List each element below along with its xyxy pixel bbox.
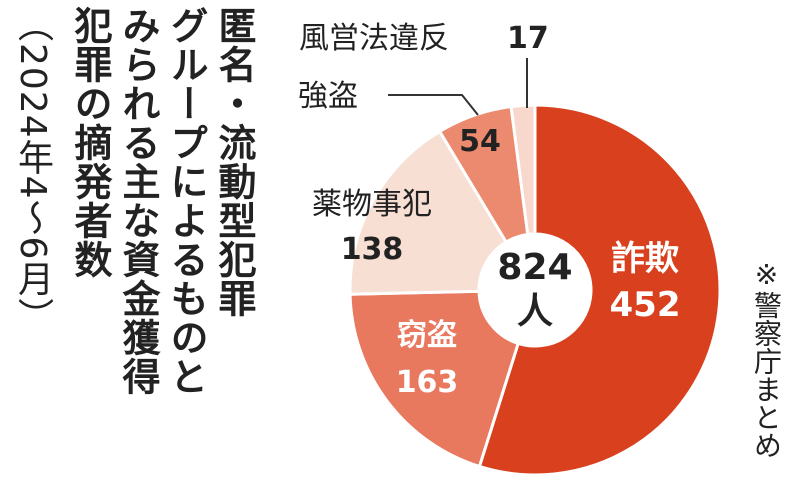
- slice-value-robbery: 54: [459, 124, 501, 159]
- center-total-value: 824: [497, 247, 572, 288]
- center-total-unit: 人: [517, 291, 553, 332]
- leader-line-robbery: [388, 94, 479, 116]
- slice-label-robbery: 強盗: [298, 79, 358, 114]
- title-line-2: グループによるものと: [164, 6, 208, 396]
- slice-label-fraud: 詐欺: [611, 239, 679, 279]
- slice-label-theft: 窃盗: [397, 318, 457, 353]
- slice-value-theft: 163: [396, 365, 459, 400]
- slice-label-drugs: 薬物事犯: [312, 187, 432, 222]
- slice-value-entertainment-law: 17: [507, 21, 549, 56]
- title-line-1: 匿名・流動型犯罪: [212, 6, 256, 318]
- title-line-4: 犯罪の摘発者数: [68, 6, 112, 279]
- slice-value-drugs: 138: [341, 232, 404, 267]
- leader-lines: [388, 58, 528, 116]
- slice-label-entertainment-law: 風営法違反: [299, 21, 449, 56]
- title-line-3: みられる主な資金獲得: [116, 6, 160, 396]
- subtitle-period: （2024年4～6月）: [12, 6, 53, 335]
- source-note: ※警察庁まとめ: [750, 258, 783, 459]
- slice-value-fraud: 452: [610, 285, 681, 325]
- donut-hole: [479, 234, 591, 346]
